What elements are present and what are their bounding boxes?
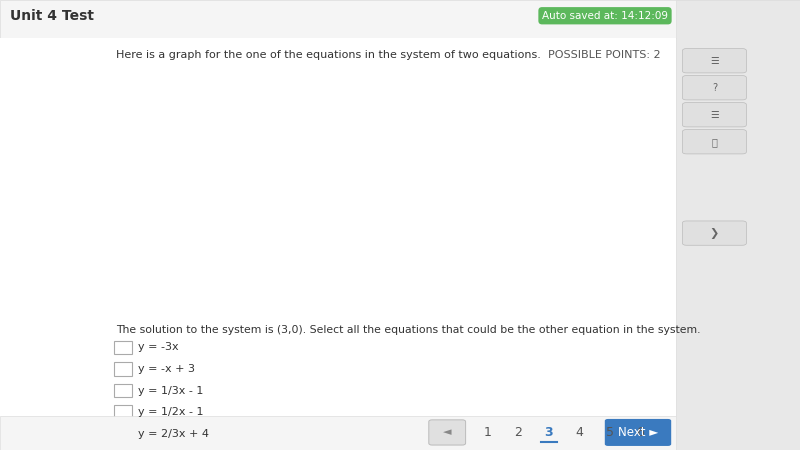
Text: 4: 4	[575, 426, 583, 439]
Text: Here is a graph for the one of the equations in the system of two equations.: Here is a graph for the one of the equat…	[116, 50, 541, 60]
Text: ☰: ☰	[710, 110, 718, 120]
Text: ?: ?	[712, 83, 717, 93]
Text: Next ►: Next ►	[618, 426, 658, 439]
Text: y = 2/3x + 4: y = 2/3x + 4	[138, 429, 209, 439]
Text: y = 1/2x - 1: y = 1/2x - 1	[138, 407, 203, 417]
Text: ☰: ☰	[710, 56, 718, 66]
Text: y = -x + 3: y = -x + 3	[138, 364, 194, 374]
Text: x: x	[346, 184, 352, 194]
Text: 5: 5	[606, 426, 614, 439]
Text: 6: 6	[636, 426, 644, 439]
Text: ⤢: ⤢	[711, 137, 718, 147]
Text: POSSIBLE POINTS: 2: POSSIBLE POINTS: 2	[548, 50, 661, 60]
Text: y: y	[231, 65, 238, 75]
Text: Auto saved at: 14:12:09: Auto saved at: 14:12:09	[542, 11, 668, 21]
Text: Unit 4 Test: Unit 4 Test	[10, 9, 94, 23]
Text: y = 1/3x - 1: y = 1/3x - 1	[138, 386, 203, 396]
Text: ❯: ❯	[710, 228, 719, 238]
Text: y = -3x: y = -3x	[138, 342, 178, 352]
Text: ◄: ◄	[443, 428, 451, 437]
Bar	[118, 72, 346, 320]
Text: The solution to the system is (3,0). Select all the equations that could be the : The solution to the system is (3,0). Sel…	[116, 325, 701, 335]
Text: 1: 1	[484, 426, 492, 439]
Text: 3: 3	[545, 426, 553, 439]
Text: 2: 2	[514, 426, 522, 439]
